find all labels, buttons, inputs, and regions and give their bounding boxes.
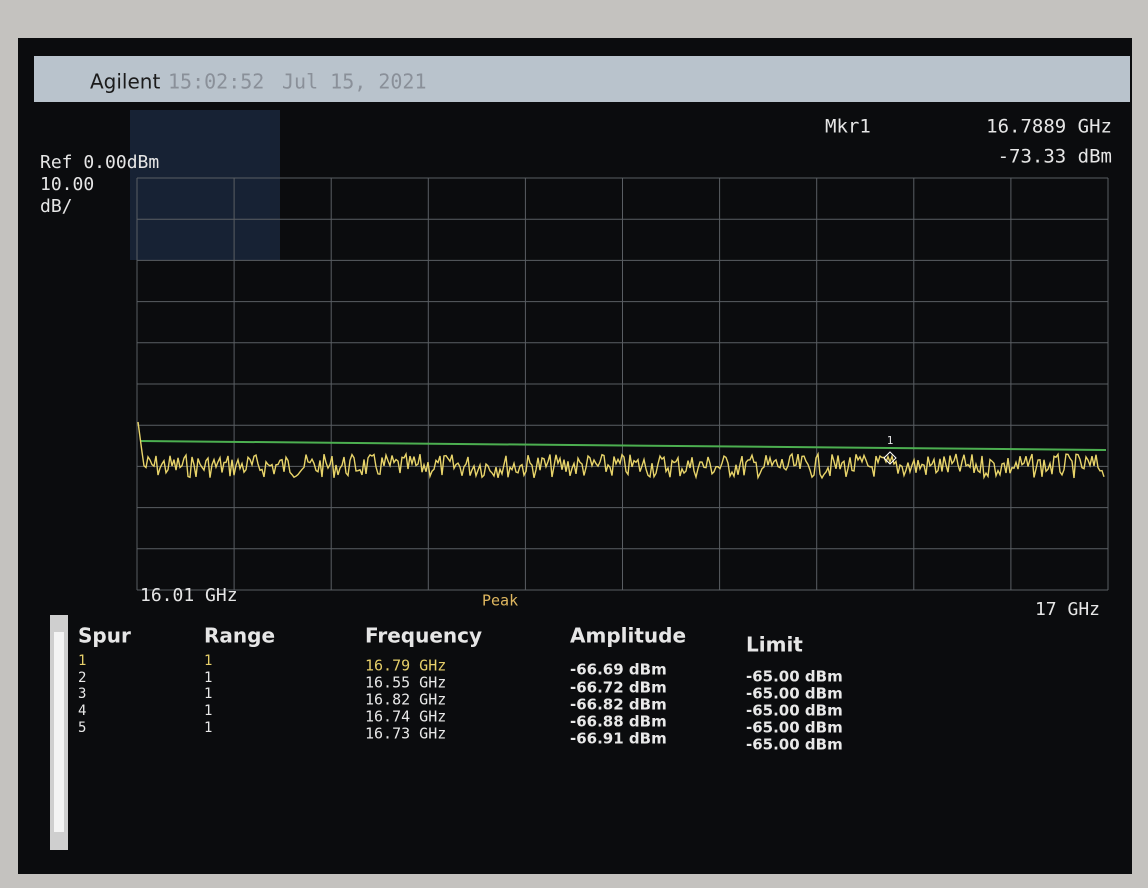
table-cell: 16.74 GHz: [365, 708, 446, 726]
scale: 10.00: [40, 174, 94, 195]
table-cell: -66.72 dBm: [570, 679, 667, 697]
reference-level: Ref 0.00dBm: [40, 152, 159, 173]
table-cell: -65.00 dBm: [746, 719, 843, 737]
marker-tag: 1: [887, 434, 894, 447]
time: 15:02:52: [168, 70, 264, 94]
table-cell: -65.00 dBm: [746, 668, 843, 686]
table-cell: 5: [78, 720, 86, 736]
table-cell: 1: [204, 686, 212, 702]
table-cell: 1: [204, 720, 212, 736]
limit-line: [139, 440, 1107, 451]
marker-frequency: 16.7889 GHz: [986, 116, 1112, 138]
table-cell: 16.79 GHz: [365, 657, 446, 675]
table-cell: 1: [204, 703, 212, 719]
table-cell: -66.88 dBm: [570, 713, 667, 731]
table-cell: -65.00 dBm: [746, 736, 843, 754]
graticule: [136, 177, 1109, 591]
table-cell: -66.82 dBm: [570, 696, 667, 714]
glare: [130, 110, 280, 260]
column-header: Spur: [78, 624, 131, 648]
table-cell: -65.00 dBm: [746, 702, 843, 720]
table-cell: 16.82 GHz: [365, 691, 446, 709]
stop-frequency: 17 GHz: [1035, 599, 1100, 620]
table-cell: 1: [204, 670, 212, 686]
brand: Agilent: [90, 70, 160, 94]
table-cell: -66.69 dBm: [570, 661, 667, 679]
table-cell: 3: [78, 686, 86, 702]
marker-diamond: [883, 451, 897, 465]
column-header: Frequency: [365, 624, 482, 648]
table-cell: -65.00 dBm: [746, 685, 843, 703]
table-cell: 1: [78, 653, 86, 669]
date: Jul 15, 2021: [282, 70, 427, 94]
table-cell: 16.55 GHz: [365, 674, 446, 692]
table-cell: -66.91 dBm: [570, 730, 667, 748]
column-header: Amplitude: [570, 624, 686, 648]
table-cell: 16.73 GHz: [365, 725, 446, 743]
marker-label: Mkr1: [825, 116, 871, 138]
table-cell: 2: [78, 670, 86, 686]
table-cell: 1: [204, 653, 212, 669]
scale-unit: dB/: [40, 196, 73, 217]
column-header: Limit: [746, 633, 803, 657]
table-cell: 4: [78, 703, 86, 719]
detector: Peak: [482, 592, 518, 610]
column-header: Range: [204, 624, 275, 648]
scroll-thumb[interactable]: [54, 632, 64, 832]
trace: [137, 421, 1105, 480]
header-bar: [34, 56, 1130, 102]
start-frequency: 16.01 GHz: [140, 585, 238, 606]
marker-amplitude: -73.33 dBm: [998, 146, 1112, 168]
